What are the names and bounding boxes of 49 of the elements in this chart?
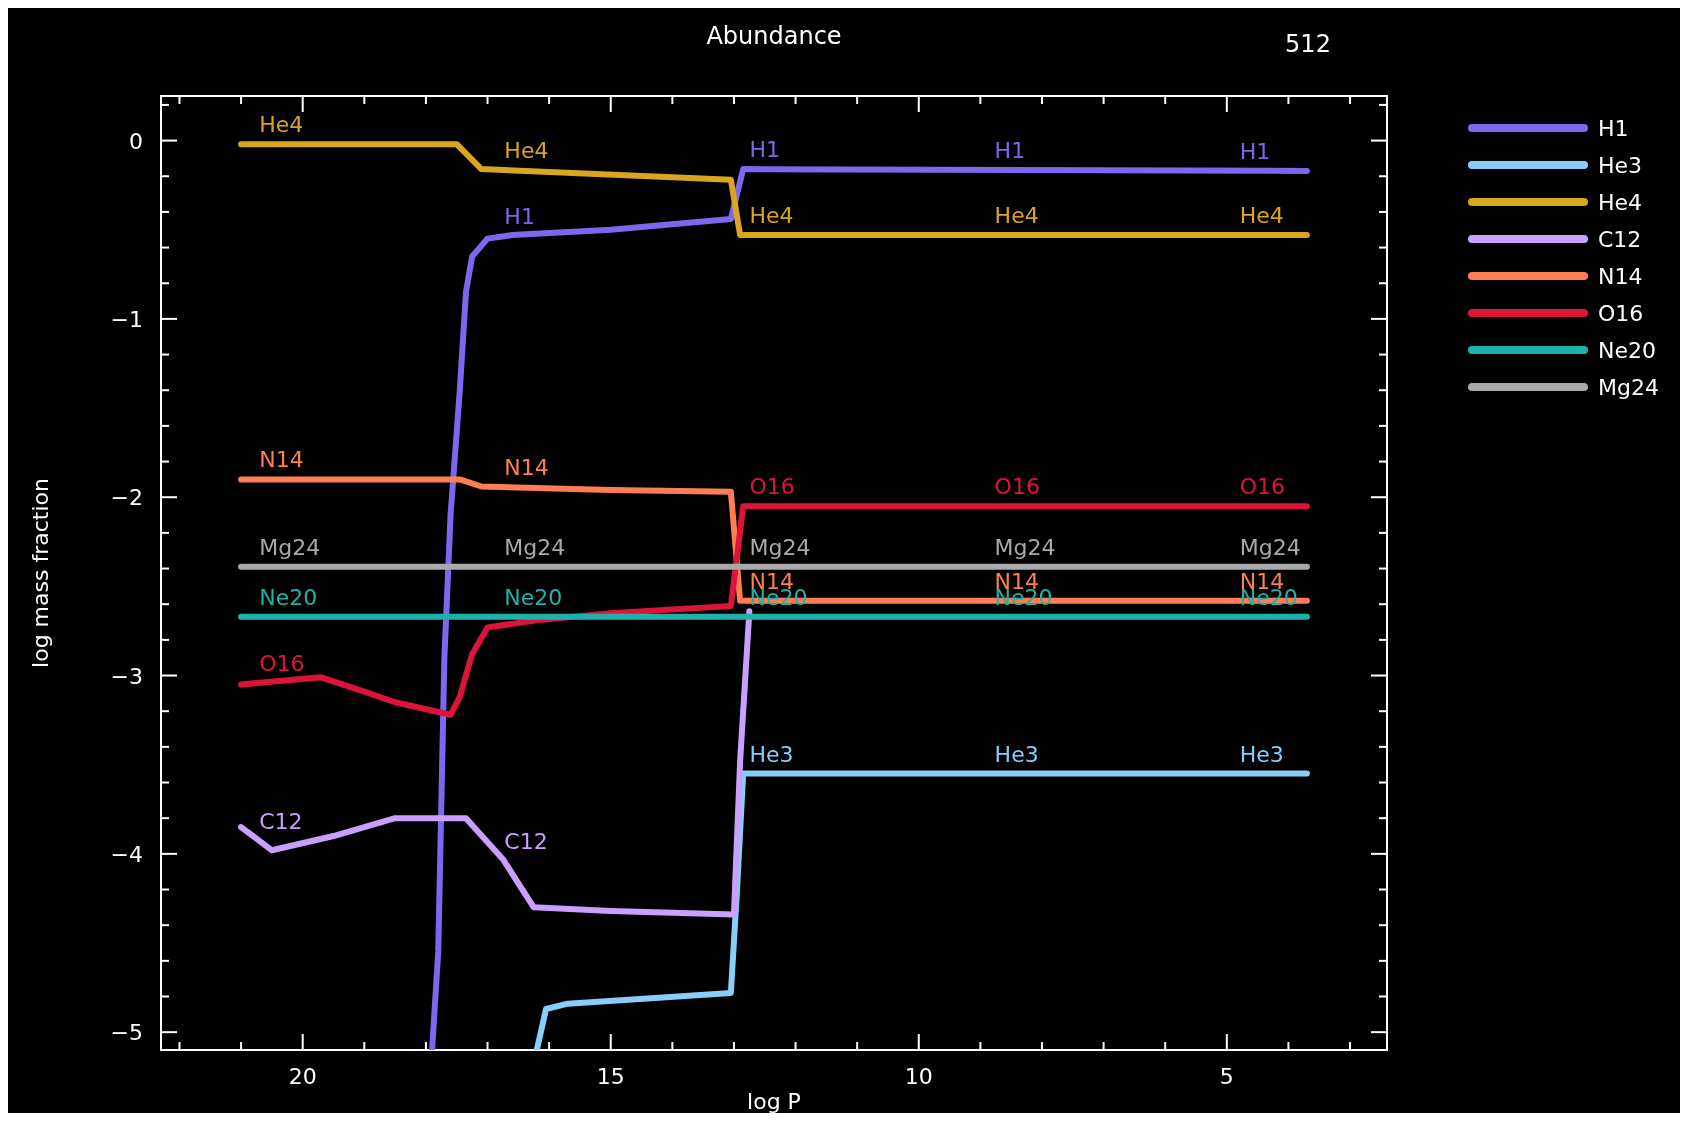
- x-tick-label: 15: [596, 1064, 625, 1089]
- text: C12: [259, 808, 303, 834]
- text: O16: [749, 474, 795, 500]
- series-label: O16: [259, 650, 305, 676]
- text: Mg24: [259, 534, 321, 560]
- text: Ne20: [1598, 338, 1656, 363]
- series-label: Mg24: [1239, 534, 1301, 560]
- text: He4: [749, 203, 794, 229]
- y-tick-label: −4: [110, 841, 143, 867]
- text: H1: [749, 137, 781, 163]
- text: O16: [1598, 301, 1644, 326]
- x-tick-label: 10: [904, 1064, 933, 1089]
- y-tick-label: −2: [110, 485, 143, 511]
- text: Mg24: [994, 534, 1056, 560]
- chart-title: Abundance: [706, 22, 842, 50]
- y-tick-label: −3: [110, 663, 143, 689]
- text: H1: [1598, 116, 1629, 141]
- y-tick-label: 0: [129, 128, 143, 154]
- text: He4: [1598, 190, 1643, 215]
- x-tick-label: 5: [1219, 1064, 1234, 1089]
- text: C12: [1598, 227, 1642, 252]
- x-axis-title: log P: [747, 1089, 801, 1114]
- y-axis-title: log mass fraction: [28, 478, 53, 668]
- series-label: He4: [504, 138, 549, 164]
- text: He4: [994, 203, 1039, 229]
- text: He4: [1239, 203, 1284, 229]
- series-label: He3: [1239, 741, 1284, 767]
- text: He3: [749, 741, 794, 767]
- text: He3: [994, 741, 1039, 767]
- text: H1: [994, 137, 1026, 163]
- text: He4: [259, 112, 304, 138]
- text: O16: [994, 474, 1040, 500]
- text: H1: [1239, 138, 1271, 164]
- text: Mg24: [504, 534, 566, 560]
- series-label: H1: [504, 204, 535, 230]
- text: Ne20: [504, 584, 563, 610]
- x-tick-label: 20: [288, 1064, 317, 1089]
- series-label: N14: [504, 455, 549, 481]
- series-label: C12: [504, 829, 548, 855]
- y-tick-label: −1: [110, 306, 143, 332]
- text: He3: [1598, 153, 1643, 178]
- text: Ne20: [259, 584, 318, 610]
- text: O16: [1239, 474, 1286, 500]
- text: Mg24: [749, 534, 811, 560]
- y-tick-label: −5: [110, 1020, 143, 1046]
- text: N14: [259, 447, 304, 473]
- text: N14: [1598, 264, 1643, 289]
- text: 512: [1285, 30, 1331, 58]
- text: Mg24: [1598, 375, 1659, 400]
